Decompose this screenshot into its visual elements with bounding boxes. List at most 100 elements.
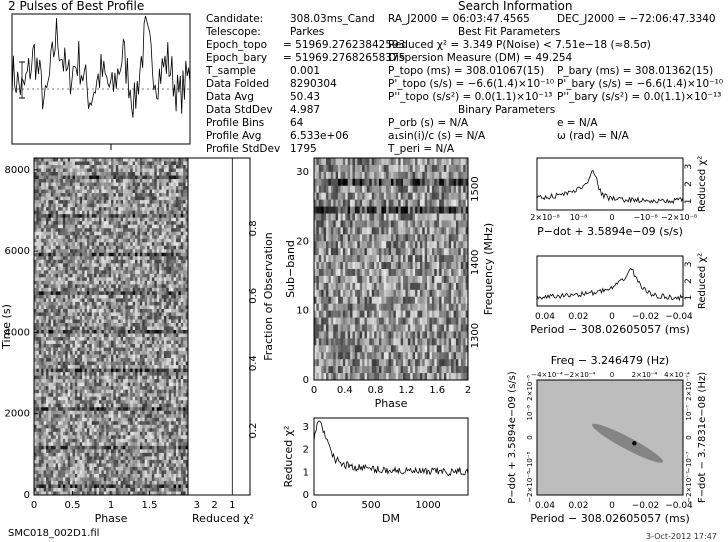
heat-cell: [151, 266, 155, 271]
heat-cell: [178, 319, 182, 324]
heat-cell: [151, 287, 155, 292]
heat-cell: [113, 214, 117, 218]
heat-cell: [185, 228, 189, 233]
heat-cell: [101, 389, 105, 394]
heat-cell: [149, 168, 153, 173]
heat-cell: [163, 407, 167, 412]
heat-cell: [89, 382, 93, 387]
heat-cell: [113, 372, 117, 376]
heat-cell: [171, 242, 174, 247]
heat-cell: [65, 284, 68, 289]
heat-cell: [142, 235, 145, 240]
heat-cell: [120, 368, 124, 373]
heat-cell: [72, 312, 76, 317]
heat-cell: [48, 165, 52, 169]
heat-cell: [130, 273, 133, 278]
heat-cell: [171, 417, 174, 422]
heat-cell: [43, 400, 47, 405]
heat-cell: [125, 400, 129, 405]
heat-cell: [142, 389, 145, 394]
heat-cell: [137, 340, 141, 345]
heat-cell: [108, 266, 112, 271]
heat-cell: [62, 172, 66, 176]
heat-cell: [163, 287, 167, 292]
heat-cell: [53, 330, 56, 334]
heat-cell: [53, 291, 56, 296]
heat-cell: [156, 375, 160, 380]
heat-cell: [159, 361, 162, 366]
heat-cell: [137, 375, 141, 380]
heat-cell: [89, 270, 93, 275]
heat-cell: [96, 330, 100, 334]
heat-cell: [154, 284, 158, 289]
heat-cell: [137, 284, 141, 289]
heat-cell: [156, 189, 160, 194]
heat-cell: [77, 322, 81, 327]
heat-cell: [55, 266, 59, 271]
heat-cell: [86, 235, 90, 240]
heat-cell: [41, 301, 44, 306]
heat-cell: [120, 340, 124, 345]
heat-cell: [144, 284, 148, 289]
heat-cell: [79, 284, 83, 289]
heat-cell: [50, 298, 54, 303]
heat-cell: [48, 259, 52, 264]
heat-cell: [82, 256, 85, 261]
heat-cell: [82, 410, 85, 415]
heat-cell: [55, 224, 59, 229]
heat-cell: [96, 256, 100, 261]
heat-cell: [34, 175, 37, 180]
heat-cell: [43, 168, 47, 173]
heat-cell: [96, 396, 100, 401]
heat-cell: [159, 280, 162, 285]
heat-cell: [103, 361, 107, 366]
heat-cell: [147, 168, 150, 173]
heat-cell: [86, 266, 90, 271]
heat-cell: [36, 396, 40, 401]
heat-cell: [118, 207, 121, 211]
heat-cell: [132, 340, 136, 345]
heat-cell: [94, 298, 97, 303]
heat-cell: [86, 337, 90, 341]
heat-cell: [72, 333, 76, 338]
heat-cell: [132, 217, 136, 222]
heat-cell: [46, 308, 49, 313]
heat-cell: [62, 361, 66, 366]
heat-cell: [175, 407, 179, 412]
heat-cell: [178, 396, 182, 401]
heat-cell: [86, 210, 90, 215]
heat-cell: [147, 389, 150, 394]
heat-cell: [135, 400, 138, 405]
heat-cell: [168, 200, 172, 204]
heat-cell: [130, 351, 133, 355]
heat-cell: [60, 400, 64, 405]
heat-cell: [72, 175, 76, 180]
heat-cell: [38, 315, 42, 320]
heat-cell: [70, 175, 73, 180]
heat-cell: [89, 315, 93, 320]
heat-cell: [147, 221, 150, 225]
heat-cell: [65, 175, 68, 180]
heat-cell: [137, 330, 141, 334]
heat-cell: [180, 221, 184, 225]
heat-cell: [185, 172, 189, 176]
heat-cell: [149, 301, 153, 306]
heat-cell: [96, 245, 100, 250]
heat-cell: [89, 375, 93, 380]
heat-cell: [151, 344, 155, 348]
heat-cell: [34, 361, 37, 366]
heat-cell: [103, 214, 107, 218]
heat-cell: [135, 200, 138, 204]
heat-cell: [139, 294, 143, 299]
heat-cell: [108, 168, 112, 173]
heat-cell: [34, 235, 37, 240]
heat-cell: [41, 182, 44, 187]
heat-cell: [173, 410, 177, 415]
heat-cell: [125, 354, 129, 359]
heat-cell: [111, 298, 114, 303]
heat-cell: [125, 242, 129, 247]
heat-cell: [53, 315, 56, 320]
heat-cell: [79, 330, 83, 334]
heat-cell: [132, 238, 136, 243]
heat-cell: [113, 196, 117, 201]
